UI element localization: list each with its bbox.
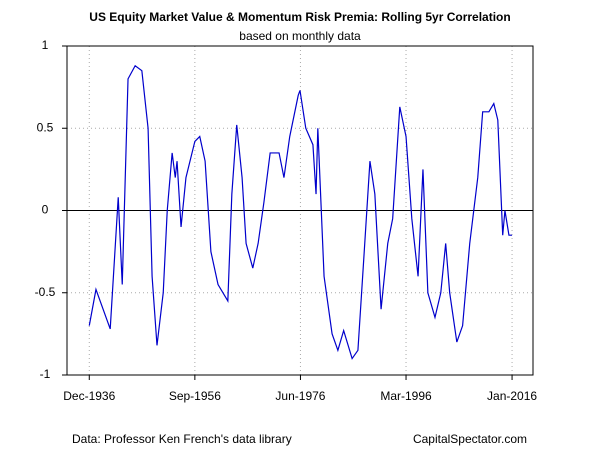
y-tick-label: 0.5	[37, 120, 54, 134]
chart-subtitle: based on monthly data	[239, 29, 361, 43]
series-line	[88, 64, 513, 360]
x-tick-label: Dec-1936	[63, 389, 115, 403]
x-tick-label: Sep-1956	[169, 389, 221, 403]
y-tick-label: 0	[42, 203, 49, 217]
x-tick-label: Mar-1996	[380, 389, 432, 403]
chart-title: US Equity Market Value & Momentum Risk P…	[89, 10, 510, 24]
plot-frame	[66, 45, 534, 376]
y-tick-label: 1	[42, 38, 49, 52]
x-tick-label: Jan-2016	[487, 389, 537, 403]
footer-site: CapitalSpectator.com	[413, 432, 527, 446]
y-tick-label: -0.5	[35, 285, 56, 299]
x-tick-label: Jun-1976	[275, 389, 325, 403]
y-tick-label: -1	[40, 367, 51, 381]
footer-source: Data: Professor Ken French's data librar…	[72, 432, 292, 446]
